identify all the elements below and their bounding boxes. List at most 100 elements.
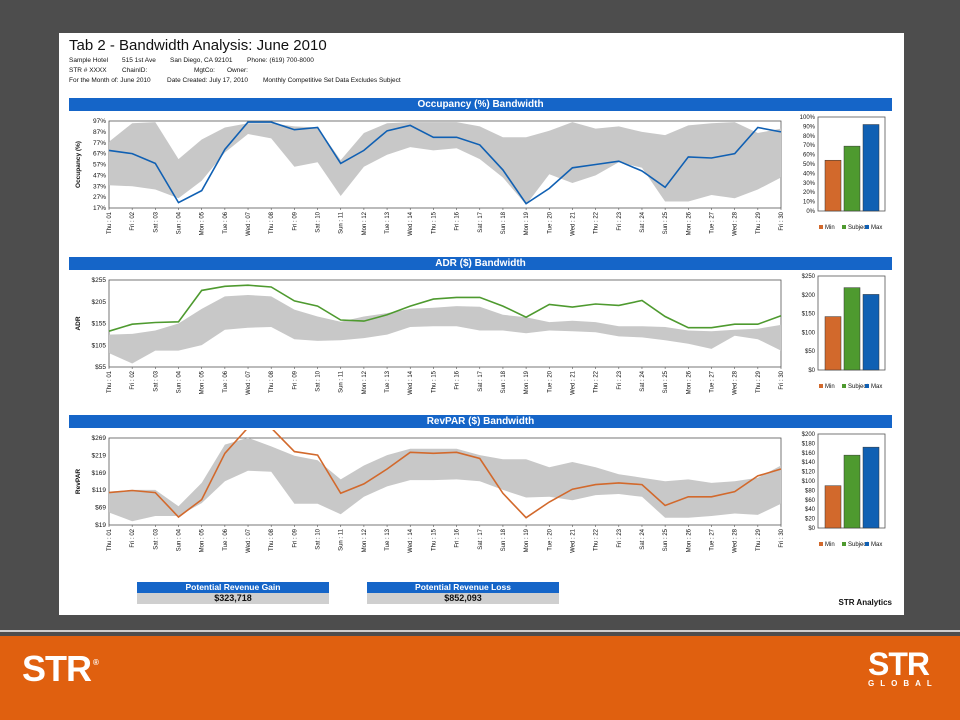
bar-y-tick-label: 10% [803, 200, 816, 206]
x-tick-label: Sun : 04 [177, 528, 183, 551]
x-tick-label: Thu : 08 [269, 211, 275, 234]
x-tick-label: Sun : 18 [501, 528, 507, 551]
legend-label: Subject [848, 384, 868, 390]
x-tick-label: Wed : 14 [408, 370, 414, 395]
y-tick-label: $205 [92, 299, 107, 306]
x-tick-label: Sun : 25 [663, 370, 669, 393]
y-tick-label: 27% [93, 194, 106, 201]
legend-swatch [842, 384, 846, 388]
potential-loss-value: $852,093 [367, 593, 559, 604]
x-tick-label: Mon : 12 [362, 370, 368, 394]
bar-y-tick-label: $80 [805, 488, 816, 494]
x-tick-label: Wed : 21 [570, 370, 576, 395]
x-tick-label: Tue : 27 [709, 211, 715, 233]
bar-y-tick-label: $200 [802, 293, 816, 299]
x-tick-label: Fri : 02 [130, 528, 136, 547]
bar-y-tick-label: $180 [802, 441, 816, 447]
bar-y-tick-label: 60% [803, 153, 816, 159]
x-tick-label: Tue : 13 [385, 528, 391, 550]
potential-gain-value: $323,718 [137, 593, 329, 604]
y-tick-label: $269 [92, 435, 107, 442]
x-tick-label: Tue : 27 [709, 528, 715, 550]
x-tick-label: Fri : 23 [617, 370, 623, 389]
bar-y-tick-label: 80% [803, 134, 816, 140]
x-tick-label: Thu : 15 [431, 528, 437, 551]
bar-y-tick-label: 0% [806, 209, 815, 215]
x-tick-label: Mon : 12 [362, 211, 368, 235]
str-global-logo-sub: GLOBAL [868, 679, 938, 688]
y-axis-label: Occupancy (%) [75, 141, 82, 188]
x-tick-label: Sat : 10 [316, 528, 322, 549]
x-tick-label: Tue : 20 [547, 528, 553, 550]
x-tick-label: Thu : 01 [107, 211, 113, 234]
bar-y-tick-label: 20% [803, 190, 816, 196]
meta-city: San Diego, CA 92101 [170, 57, 233, 64]
potential-loss-label: Potential Revenue Loss [367, 582, 559, 593]
x-tick-label: Wed : 07 [246, 211, 252, 236]
bar-y-tick-label: $150 [802, 312, 816, 318]
x-tick-label: Fri : 02 [130, 211, 136, 230]
y-tick-label: $255 [92, 277, 107, 284]
x-tick-label: Tue : 13 [385, 211, 391, 233]
bar-y-tick-label: $250 [802, 274, 816, 280]
legend-label: Max [871, 542, 882, 548]
x-tick-label: Wed : 21 [570, 528, 576, 553]
x-tick-label: Thu : 29 [756, 370, 762, 393]
meta-note: Monthly Competitive Set Data Excludes Su… [263, 77, 401, 84]
x-tick-label: Mon : 19 [524, 528, 530, 552]
y-tick-label: $69 [95, 505, 106, 512]
bar-y-tick-label: 100% [800, 115, 816, 121]
x-tick-label: Thu : 22 [594, 528, 600, 551]
x-tick-label: Fri : 09 [292, 528, 298, 547]
x-tick-label: Thu : 08 [269, 528, 275, 551]
bar-y-tick-label: $100 [802, 479, 816, 485]
legend-swatch [865, 225, 869, 229]
x-tick-label: Mon : 26 [686, 370, 692, 394]
band-adr: ADR ($) Bandwidth [69, 257, 892, 270]
x-tick-label: Sat : 03 [153, 370, 159, 391]
report-title: Tab 2 - Bandwidth Analysis: June 2010 [69, 37, 327, 54]
legend-label: Max [871, 384, 882, 390]
str-logo-text: STR [22, 648, 92, 689]
x-tick-label: Wed : 14 [408, 211, 414, 236]
bandwidth-range-area [109, 437, 781, 522]
x-tick-label: Tue : 06 [223, 370, 229, 392]
x-tick-label: Wed : 07 [246, 370, 252, 395]
bar-y-tick-label: $160 [802, 451, 816, 457]
y-tick-label: 77% [93, 140, 106, 147]
bar-y-tick-label: $20 [805, 517, 816, 523]
x-tick-label: Tue : 13 [385, 370, 391, 392]
x-tick-label: Fri : 16 [455, 528, 461, 547]
y-tick-label: 87% [93, 129, 106, 136]
subject-line [108, 284, 782, 332]
y-tick-label: 67% [93, 151, 106, 158]
x-tick-label: Fri : 30 [779, 211, 785, 230]
legend-label: Min [825, 225, 835, 231]
y-tick-label: $169 [92, 470, 107, 477]
bar-max [862, 446, 880, 529]
meta-month: For the Month of: June 2010 [69, 77, 151, 84]
bar-min [824, 316, 842, 371]
bar-max [862, 124, 880, 212]
x-tick-label: Sun : 25 [663, 528, 669, 551]
x-tick-label: Tue : 20 [547, 370, 553, 392]
x-tick-label: Thu : 15 [431, 370, 437, 393]
x-tick-label: Sat : 24 [640, 528, 646, 549]
band-revpar: RevPAR ($) Bandwidth [69, 415, 892, 428]
bar-y-tick-label: $60 [805, 498, 816, 504]
y-tick-label: $55 [95, 364, 106, 371]
x-tick-label: Sun : 18 [501, 211, 507, 234]
x-tick-label: Fri : 23 [617, 211, 623, 230]
x-tick-label: Fri : 16 [455, 370, 461, 389]
x-tick-label: Sun : 18 [501, 370, 507, 393]
x-tick-label: Sat : 03 [153, 528, 159, 549]
bar-y-tick-label: $40 [805, 507, 816, 513]
x-tick-label: Mon : 12 [362, 528, 368, 552]
x-tick-label: Sat : 10 [316, 211, 322, 232]
meta-phone: Phone: (619) 700-8000 [247, 57, 314, 64]
x-tick-label: Sat : 24 [640, 211, 646, 232]
x-tick-label: Fri : 30 [779, 370, 785, 389]
x-tick-label: Thu : 22 [594, 211, 600, 234]
x-tick-label: Wed : 28 [733, 528, 739, 553]
